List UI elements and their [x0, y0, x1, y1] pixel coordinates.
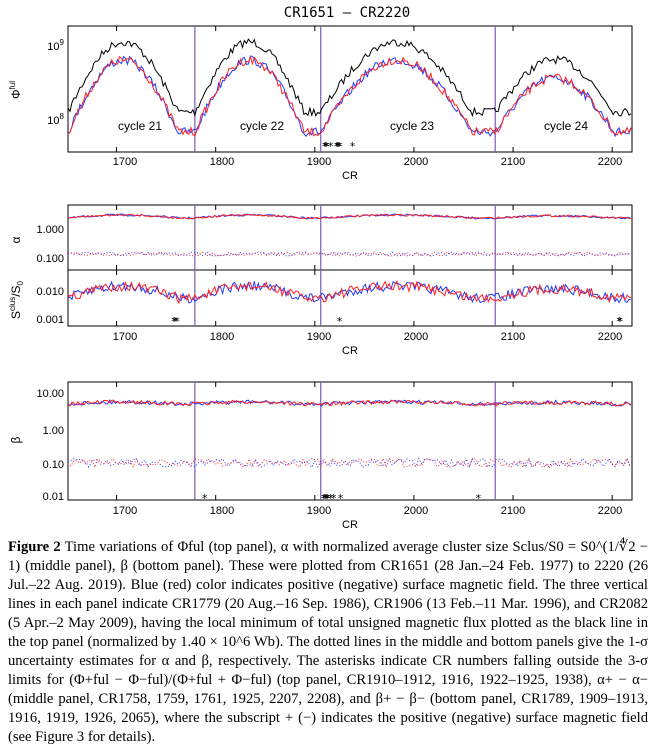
mid-x-tick-label: 2100: [501, 331, 525, 343]
series-alpha-error-positive: [67, 251, 631, 257]
series-positive-flux: [67, 55, 632, 138]
outlier-asterisk: *: [331, 492, 337, 505]
series-alpha-negative: [67, 213, 631, 220]
top-panel-frame: [67, 25, 633, 153]
beta-y-tick-label: 0.10: [43, 459, 64, 471]
outlier-asterisk: *: [328, 140, 334, 153]
alpha-y-tick-label: 1.000: [36, 224, 64, 236]
alpha-ylabel: α: [9, 236, 23, 243]
beta-y-tick-label: 0.01: [43, 491, 64, 503]
cycle-label: cycle 22: [240, 119, 284, 133]
beta-ylabel: β: [9, 436, 23, 443]
outlier-asterisk: *: [324, 492, 330, 505]
outlier-asterisk: *: [323, 492, 329, 505]
outlier-asterisk: *: [172, 315, 178, 328]
bottom-x-tick-label: 2100: [501, 505, 525, 517]
top-y-tick-label: 108: [47, 112, 64, 127]
outlier-asterisk: *: [328, 492, 334, 505]
top-x-tick-label: 2200: [598, 156, 622, 168]
series-beta-negative: [67, 399, 632, 407]
figure-plot: CR1651 – CR2220 **** **** **** * *** ******* *…: [8, 5, 633, 530]
outlier-asterisk: *: [338, 492, 344, 505]
series-negative-flux: [67, 55, 632, 137]
series-alpha-error-negative: [67, 251, 631, 257]
bottom-x-tick-label: 2200: [598, 505, 622, 517]
sclus-y-tick-label: 0.010: [36, 286, 64, 298]
outlier-asterisk: *: [322, 492, 328, 505]
outlier-asterisk: *: [334, 140, 340, 153]
sclus-ylabel: Sclus/S0: [8, 280, 25, 319]
caption-label: Figure 2: [8, 539, 61, 555]
sclus-panel-frame: [67, 269, 633, 327]
bottom-x-tick-label: 2000: [404, 505, 428, 517]
bottom-xlabel: CR: [342, 519, 358, 530]
outlier-asterisk: *: [476, 492, 482, 505]
outlier-asterisk: *: [174, 315, 180, 328]
cycle-label: cycle 24: [544, 119, 588, 133]
series-total-flux: [67, 38, 632, 118]
outlier-asterisk: *: [616, 315, 622, 328]
alpha-y-tick-label: 0.100: [36, 253, 64, 265]
bottom-x-tick-label: 1700: [113, 505, 137, 517]
top-x-tick-label: 1800: [210, 156, 234, 168]
top-ylabel: Φful: [8, 81, 23, 99]
series-sclus-negative: [67, 280, 632, 305]
outlier-asterisk: *: [202, 492, 208, 505]
series-beta-error-positive: [67, 457, 631, 469]
cycle-label: cycle 21: [118, 119, 162, 133]
cycle-label: cycle 23: [390, 119, 434, 133]
top-xlabel: CR: [342, 170, 358, 182]
outlier-asterisk: *: [323, 140, 329, 153]
beta-y-tick-label: 10.00: [36, 388, 64, 400]
outlier-asterisk: *: [337, 315, 343, 328]
top-x-tick-label: 1900: [307, 156, 331, 168]
mid-x-tick-label: 1700: [113, 331, 137, 343]
outlier-asterisk: *: [325, 492, 331, 505]
bottom-x-tick-label: 1900: [307, 505, 331, 517]
top-x-tick-label: 2100: [501, 156, 525, 168]
mid-x-tick-label: 2200: [598, 331, 622, 343]
caption-text: Time variations of Φful (top panel), α w…: [8, 539, 648, 745]
top-y-tick-label: 109: [47, 38, 64, 53]
outlier-asterisk: *: [321, 492, 327, 505]
outlier-asterisk: *: [171, 315, 177, 328]
bottom-x-tick-label: 1800: [210, 505, 234, 517]
top-x-tick-label: 2000: [404, 156, 428, 168]
outlier-asterisk: *: [335, 140, 341, 153]
mid-x-tick-label: 1800: [210, 331, 234, 343]
sclus-y-tick-label: 0.001: [36, 314, 64, 326]
outlier-asterisk: *: [324, 140, 330, 153]
beta-y-tick-label: 1.00: [43, 425, 64, 437]
outlier-asterisk: *: [337, 140, 343, 153]
mid-x-tick-label: 2000: [404, 331, 428, 343]
mid-xlabel: CR: [342, 345, 358, 357]
beta-panel-frame: [67, 381, 633, 501]
outlier-asterisk: *: [350, 140, 356, 153]
figure-caption: Figure 2 Time variations of Φful (top pa…: [8, 538, 648, 747]
figure-title: CR1651 – CR2220: [284, 5, 410, 21]
series-beta-error-negative: [67, 457, 631, 469]
outlier-asterisk: *: [322, 140, 328, 153]
mid-x-tick-label: 1900: [307, 331, 331, 343]
top-x-tick-label: 1700: [113, 156, 137, 168]
outlier-asterisk: *: [617, 315, 623, 328]
series-sclus-positive: [67, 280, 632, 304]
outlier-asterisk: *: [336, 140, 342, 153]
